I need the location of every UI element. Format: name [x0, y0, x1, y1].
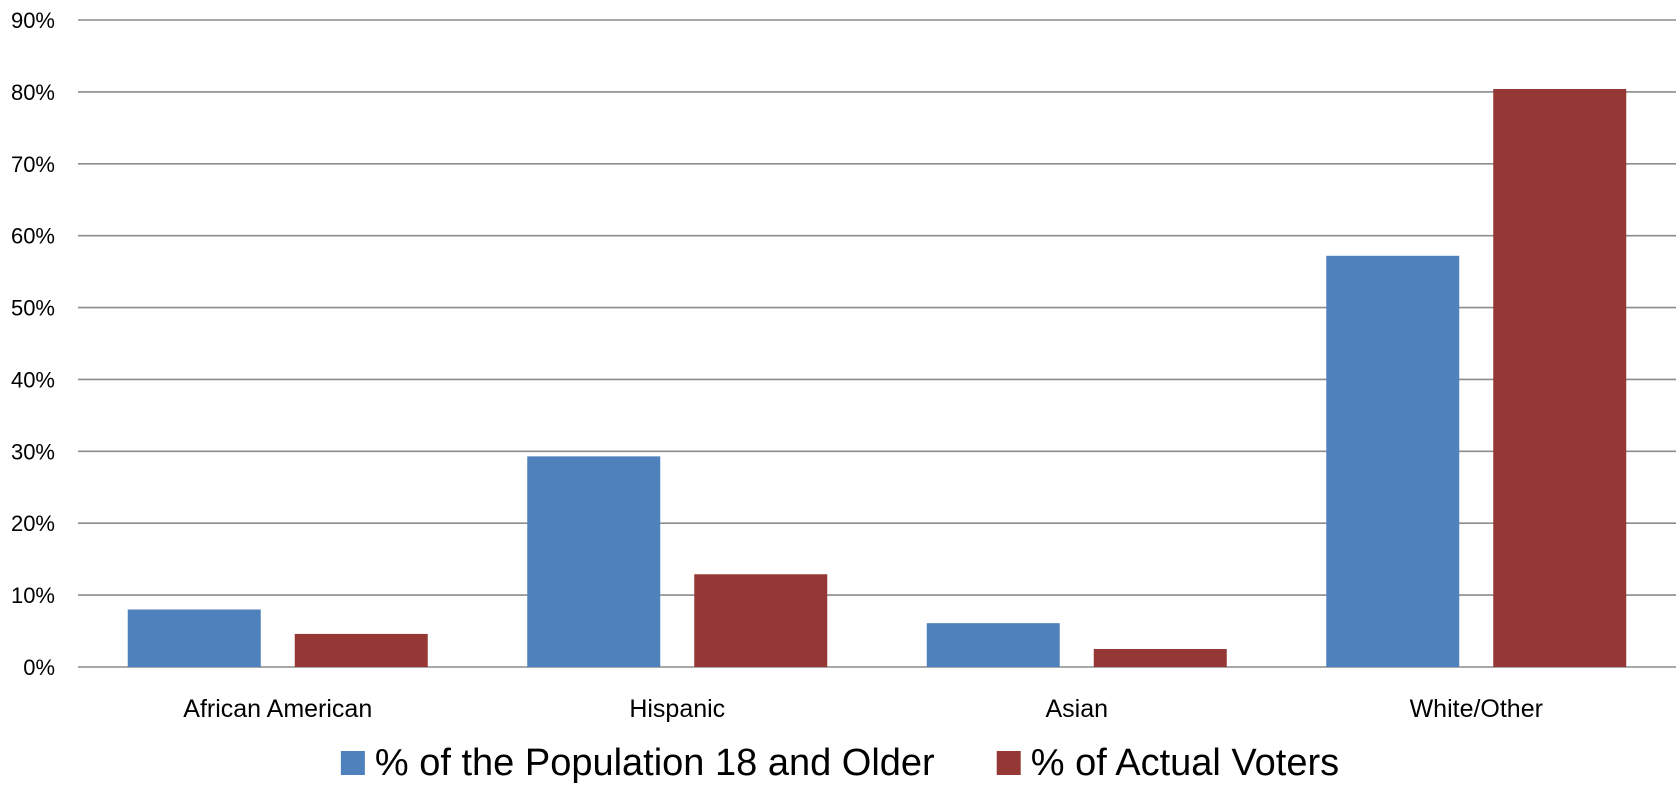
bar-asian-series-1 — [926, 623, 1060, 667]
bar-african-american-series-1 — [127, 609, 261, 667]
x-tick-label: Hispanic — [629, 695, 725, 723]
gridlines — [78, 19, 1676, 668]
legend-item-1: % of the Population 18 and Older — [340, 742, 935, 784]
y-axis-ticks: 0% 10% 20% 30% 40% 50% 60% 70% 80% 90% — [11, 8, 55, 680]
legend-label: % of the Population 18 and Older — [375, 742, 935, 784]
legend-swatch — [340, 751, 365, 775]
bar-asian-series-2 — [1093, 649, 1227, 667]
x-axis-ticks: African American Hispanic Asian White/Other — [183, 695, 1543, 723]
bar-white-other-series-2 — [1493, 89, 1627, 668]
y-tick-label: 20% — [11, 511, 55, 536]
x-tick-label: African American — [183, 695, 372, 723]
x-tick-label: Asian — [1045, 695, 1108, 723]
y-tick-label: 60% — [11, 224, 55, 249]
y-tick-label: 10% — [11, 583, 55, 608]
y-tick-label: 90% — [11, 8, 55, 33]
legend-label: % of Actual Voters — [1031, 742, 1339, 784]
y-tick-label: 50% — [11, 296, 55, 321]
bar-white-other-series-1 — [1326, 255, 1460, 667]
y-tick-label: 30% — [11, 439, 55, 464]
y-tick-label: 70% — [11, 152, 55, 177]
legend-item-2: % of Actual Voters — [996, 742, 1339, 784]
bars — [127, 89, 1627, 668]
x-tick-label: White/Other — [1410, 695, 1543, 723]
y-tick-label: 80% — [11, 80, 55, 105]
y-tick-label: 40% — [11, 367, 55, 392]
legend-swatch — [996, 751, 1021, 775]
bar-african-american-series-2 — [294, 633, 428, 667]
legend: % of the Population 18 and Older % of Act… — [340, 742, 1339, 784]
bar-hispanic-series-2 — [694, 574, 828, 667]
y-tick-label: 0% — [23, 655, 55, 680]
bar-hispanic-series-1 — [527, 456, 661, 667]
